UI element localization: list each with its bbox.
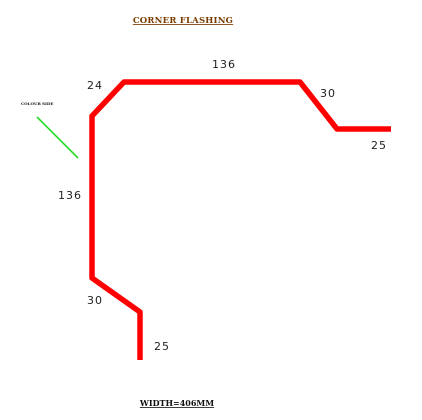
colour-side-label: COLOUR SIDE (21, 101, 53, 106)
colour-side-marker (36, 116, 79, 159)
dimension-top-right-slope: 30 (320, 87, 336, 100)
drawing-title: CORNER FLASHING (133, 16, 233, 26)
width-label: WIDTH=406MM (139, 398, 214, 408)
dimension-right-leg: 25 (371, 139, 387, 152)
flashing-profile (89, 79, 391, 360)
dimension-left-vertical: 136 (58, 189, 82, 202)
dimension-bottom-leg: 25 (154, 340, 170, 353)
dimension-top: 136 (212, 58, 236, 71)
dimension-bottom-slope: 30 (87, 294, 103, 307)
dimension-top-left-bevel: 24 (87, 79, 103, 92)
